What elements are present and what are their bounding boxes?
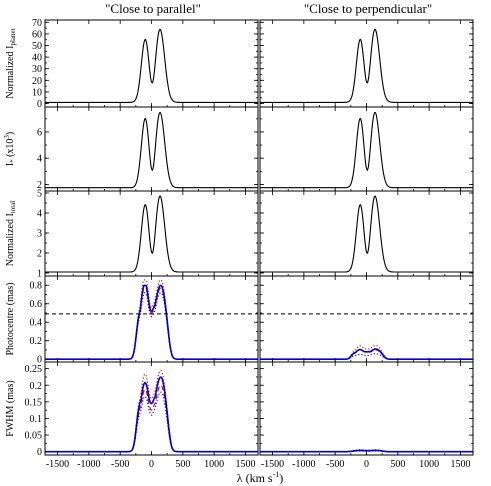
y-tick-label: 0 (37, 447, 42, 458)
series-line-solid (45, 28, 258, 103)
y-tick-label: 3 (37, 229, 42, 240)
x-tick-label: 1500 (235, 459, 255, 470)
y-tick-label: 0.2 (30, 381, 43, 392)
panel-photocentre-1 (259, 275, 474, 363)
x-tick-label: 1000 (204, 459, 224, 470)
series-group (45, 111, 258, 189)
panel-frame (259, 190, 474, 277)
panel-star-1 (259, 106, 474, 192)
panel-fwhm-1: -1500 -1000 -500 0 500 1000 1500 (259, 361, 474, 470)
series-group (45, 195, 258, 273)
panel-frame (259, 275, 474, 363)
y-tick-label: 2 (37, 249, 42, 260)
x-tick-label: 500 (390, 459, 405, 470)
series-group (260, 195, 473, 273)
y-axis-label-photocentre: Photocentre (mas) (5, 282, 16, 355)
series-group (260, 449, 473, 453)
x-axis-label: λ (km s-1) (237, 470, 284, 485)
panel-frame (44, 361, 259, 456)
y-tick-label: 0 (37, 355, 42, 366)
x-tick-label: -1500 (46, 459, 69, 470)
series-group (260, 28, 473, 103)
series-group (260, 111, 473, 189)
series-group (45, 28, 258, 103)
series-line-dotted (45, 279, 258, 360)
series-group (260, 313, 473, 360)
series-line-solid (45, 195, 258, 273)
y-tick-label: 5 (37, 189, 42, 200)
panel-frame (259, 106, 474, 192)
y-tick-label: 0 (37, 99, 42, 110)
panel-total-0: 1 2 3 4 5 (37, 189, 259, 280)
y-axis-label-star: I* (x103) (3, 132, 17, 167)
series-line-solid (260, 348, 473, 360)
series-line-dashed (45, 287, 258, 360)
series-line-solid (260, 111, 473, 189)
x-tick-label: -500 (326, 459, 344, 470)
series-line-solid (260, 449, 473, 453)
column-title-right: "Close to perpendicular" (304, 1, 432, 16)
y-tick-label: 0.6 (30, 299, 43, 310)
x-tick-label: 1000 (419, 459, 439, 470)
series-line-solid (45, 284, 258, 360)
x-tick-label: 0 (149, 459, 154, 470)
x-tick-label: 0 (364, 459, 369, 470)
y-tick-label: 0.05 (25, 431, 43, 442)
y-tick-label: 0.25 (25, 364, 43, 375)
y-axis-label-total: Normalized Itotal (5, 201, 17, 267)
y-tick-label: 60 (32, 29, 42, 40)
panel-fwhm-0: 0 0.05 0.1 0.15 0.2 0.25 -1500 -1000 -500 0 500 100… (25, 361, 259, 470)
y-tick-label: 4 (37, 209, 42, 220)
series-line-solid (45, 111, 258, 189)
series-line-dotted (45, 370, 258, 453)
y-tick-label: 0.15 (25, 397, 43, 408)
x-tick-label: -1000 (77, 459, 100, 470)
panel-photocentre-0: 0 0.2 0.4 0.6 0.8 (30, 275, 259, 366)
y-tick-label: 30 (32, 64, 42, 75)
y-tick-label: 70 (32, 18, 42, 29)
panel-planet-1 (259, 19, 474, 108)
y-tick-label: 1 (37, 269, 42, 280)
x-tick-label: 500 (175, 459, 190, 470)
y-tick-label: 2 (37, 180, 42, 191)
panel-frame (259, 19, 474, 108)
y-tick-label: 0.2 (30, 336, 43, 347)
panel-total-1 (259, 190, 474, 277)
panel-frame (44, 275, 259, 363)
series-group (45, 279, 258, 360)
y-tick-label: 40 (32, 53, 42, 64)
series-line-dotted (45, 292, 258, 360)
series-line-dashed (45, 384, 258, 453)
panel-frame (44, 106, 259, 192)
y-tick-label: 50 (32, 41, 42, 52)
series-line-solid (260, 28, 473, 103)
y-axis-label-planet: Normalized Iplanet (5, 28, 17, 98)
x-tick-label: 1500 (450, 459, 470, 470)
panel-frame (44, 19, 259, 108)
series-group (45, 370, 258, 453)
x-tick-label: -1500 (261, 459, 284, 470)
y-axis-label-fwhm: FWHM (mas) (5, 380, 16, 436)
series-line-solid (45, 376, 258, 453)
panel-frame (44, 190, 259, 277)
y-tick-label: 20 (32, 76, 42, 87)
y-tick-label: 10 (32, 87, 42, 98)
x-tick-label: -1000 (292, 459, 315, 470)
series-line-dotted (45, 391, 258, 453)
panel-frame (259, 361, 474, 456)
y-tick-label: 6 (37, 127, 42, 138)
y-tick-label: 0.8 (30, 281, 43, 292)
column-title-left: "Close to parallel" (105, 1, 201, 16)
y-tick-label: 4 (37, 154, 42, 165)
y-tick-label: 0.4 (30, 318, 43, 329)
x-tick-label: -500 (111, 459, 129, 470)
y-tick-label: 0.1 (30, 414, 43, 425)
series-line-solid (260, 195, 473, 273)
panel-star-0: 2 4 6 (37, 106, 259, 192)
